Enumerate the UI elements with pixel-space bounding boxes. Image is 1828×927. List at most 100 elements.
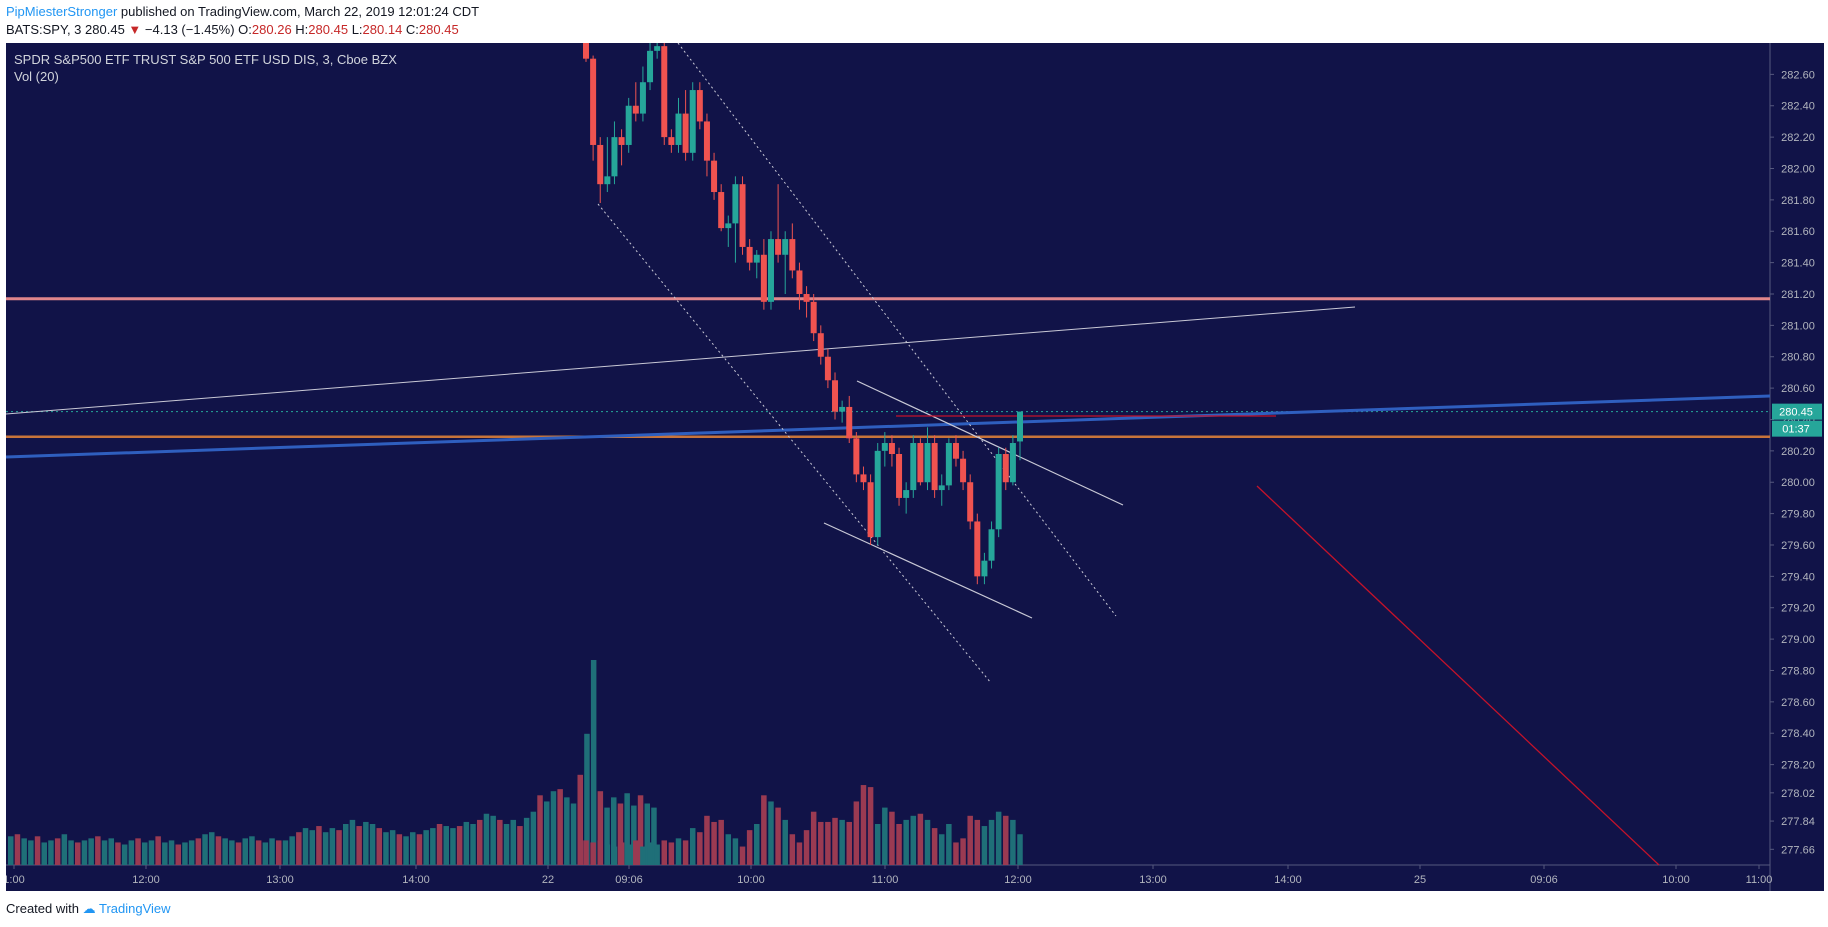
volume-bar <box>497 819 503 865</box>
created-with-label: Created with <box>6 901 79 916</box>
price-tick-label: 281.80 <box>1781 195 1815 207</box>
wedge-upper-line <box>856 380 1124 506</box>
volume-bar <box>988 819 995 865</box>
volume-bar <box>410 832 416 865</box>
volume-bar <box>867 787 874 865</box>
volume-bar <box>704 815 710 865</box>
volume-bar <box>510 819 516 865</box>
price-chart[interactable]: 282.60 282.40 282.20 282.00 281.80 281.60 281.… <box>3 42 1824 891</box>
chart-background <box>6 43 1770 891</box>
volume-bar <box>557 789 563 865</box>
volume-bar <box>946 824 952 865</box>
volume-bar <box>108 838 114 865</box>
countdown-value: 01:37 <box>1782 424 1810 436</box>
price-tick-label: 281.20 <box>1781 289 1815 301</box>
volume-bar <box>711 821 717 865</box>
price-tick-label: 280.80 <box>1781 352 1815 364</box>
candle-body <box>654 46 661 51</box>
tradingview-brand[interactable]: TradingView <box>99 901 171 916</box>
volume-bar <box>577 774 583 865</box>
low-label: L: <box>351 22 363 37</box>
volume-bar <box>349 819 356 865</box>
volume-bar <box>383 832 389 865</box>
price-tick-label: 280.00 <box>1781 477 1815 489</box>
volume-bar <box>336 830 342 865</box>
candle-body <box>860 474 867 483</box>
volume-bar <box>142 842 148 865</box>
price-tick-label: 278.60 <box>1781 697 1815 709</box>
price-tick-label: 278.02 <box>1781 788 1815 800</box>
rising-trendline <box>5 306 1356 415</box>
publish-header: PipMiesterStronger published on TradingV… <box>6 3 479 21</box>
volume-bar <box>289 836 295 865</box>
volume-bar <box>363 821 369 865</box>
volume-bar <box>633 840 639 865</box>
time-tick-label: 11:00 <box>1746 874 1773 886</box>
volume-bar <box>249 836 255 865</box>
volume-bar <box>41 842 47 865</box>
volume-bar <box>396 834 403 865</box>
close-label: C: <box>405 22 419 37</box>
volume-bar <box>81 840 88 865</box>
volume-bar <box>651 807 657 865</box>
candle-body <box>896 454 903 498</box>
candle-body <box>789 239 796 271</box>
volume-bar <box>832 817 838 865</box>
volume-bar <box>974 819 981 865</box>
projection-line <box>1256 485 1660 866</box>
candle-body <box>583 43 589 59</box>
candle-body <box>824 356 831 381</box>
candle-body <box>668 137 675 145</box>
volume-bar <box>403 836 409 865</box>
time-tick-label: 14:00 <box>1274 874 1302 886</box>
volume-bar <box>202 834 208 865</box>
volume-bar <box>825 821 831 865</box>
candle-body <box>988 529 995 561</box>
candle-body <box>746 246 753 263</box>
price-axis-background <box>1770 43 1824 891</box>
candle-body <box>810 301 817 334</box>
price-tick-label: 281.40 <box>1781 258 1815 270</box>
volume-bar <box>34 836 41 865</box>
price-tick-label: 279.40 <box>1781 571 1815 583</box>
chart-area[interactable]: 282.60 282.40 282.20 282.00 281.80 281.60 281.… <box>3 42 1824 891</box>
volume-bar <box>590 660 597 865</box>
volume-bar <box>276 840 282 865</box>
volume-bar <box>430 828 436 865</box>
volume-bar <box>839 819 845 865</box>
volume-bar <box>995 811 1002 865</box>
last-price: 280.45 <box>85 22 125 37</box>
volume-bar <box>746 830 753 865</box>
countdown-background <box>1772 420 1822 437</box>
volume-bar <box>761 795 767 865</box>
candle-body <box>960 458 967 483</box>
author-link[interactable]: PipMiesterStronger <box>6 4 118 19</box>
volume-bar <box>523 817 530 865</box>
candle-body <box>874 450 881 538</box>
price-tick-label: 279.00 <box>1781 634 1815 646</box>
volume-bar <box>235 842 242 865</box>
volume-bar <box>490 815 496 865</box>
time-tick-label: 22 <box>542 874 554 886</box>
time-axis: 1:00 12:00 13:00 14:00 22 09:06 10:00 11:00 12:0… <box>3 865 1773 886</box>
volume-bar <box>570 803 577 865</box>
volume-bar <box>255 840 262 865</box>
volume-bar <box>95 836 101 865</box>
volume-bar <box>282 840 289 865</box>
candle-body <box>938 485 945 491</box>
time-tick-label: 09:06 <box>1530 874 1558 886</box>
volume-bar <box>938 834 945 865</box>
price-tick-label: 278.20 <box>1781 760 1815 772</box>
volume-bar <box>590 842 596 865</box>
countdown-tag: 01:37 <box>1772 420 1822 437</box>
candle-body <box>867 482 874 538</box>
volume-bar <box>604 844 611 865</box>
volume-bar <box>242 838 248 865</box>
candle-body <box>974 521 981 577</box>
candle-body <box>846 406 853 439</box>
candle-body <box>945 443 952 486</box>
volume-bar <box>689 828 696 865</box>
price-tick-label: 280.60 <box>1781 383 1815 395</box>
volume-bar <box>302 828 309 865</box>
volume-bar <box>768 801 774 865</box>
